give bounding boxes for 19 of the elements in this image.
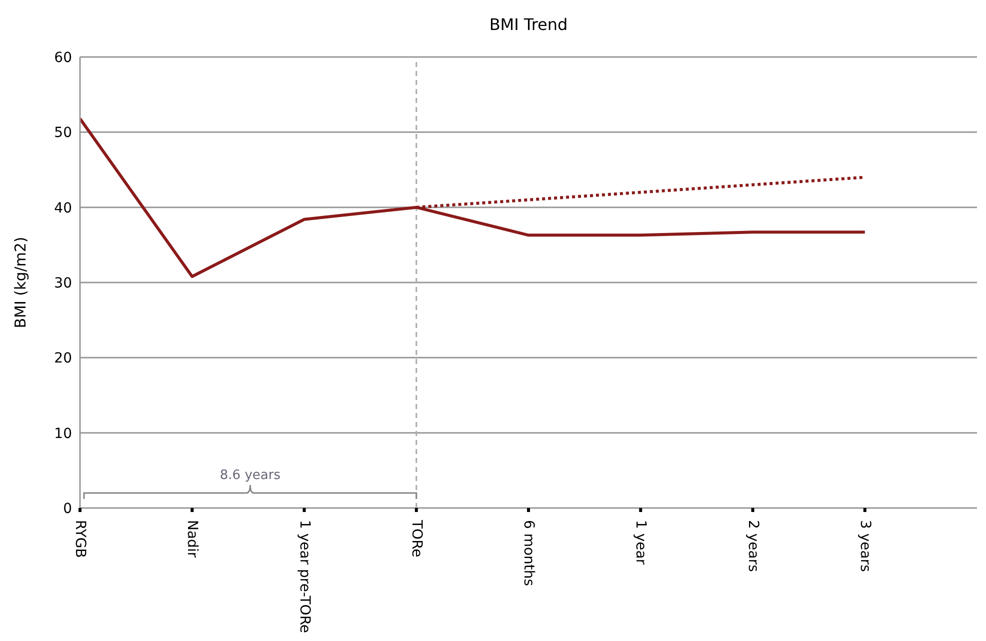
y-tick-label: 10	[54, 426, 72, 442]
chart-title: BMI Trend	[489, 15, 568, 34]
x-tick-label: 2 years	[744, 520, 761, 572]
y-tick-label: 20	[54, 350, 72, 367]
x-tick-label: Nadir	[184, 520, 200, 558]
y-tick-label: 50	[54, 125, 72, 142]
x-tick-label: 3 years	[856, 520, 873, 572]
x-tick-label: 6 months	[520, 520, 536, 586]
line-series	[80, 117, 866, 278]
y-tick-label: 0	[63, 500, 72, 517]
annotation: 8.6 years	[220, 468, 281, 483]
x-tick-label: RYGB	[72, 520, 88, 558]
x-tick-label: 1 year	[632, 520, 649, 565]
y-axis-title: BMI (kg/m2)	[11, 236, 30, 328]
y-tick-label: 30	[54, 275, 72, 292]
y-tick-label: 40	[54, 200, 72, 216]
y-tick-label: 60	[54, 50, 72, 66]
x-tick-label: TORe	[408, 519, 424, 558]
x-tick-label: 1 year pre-TORe	[296, 520, 312, 634]
